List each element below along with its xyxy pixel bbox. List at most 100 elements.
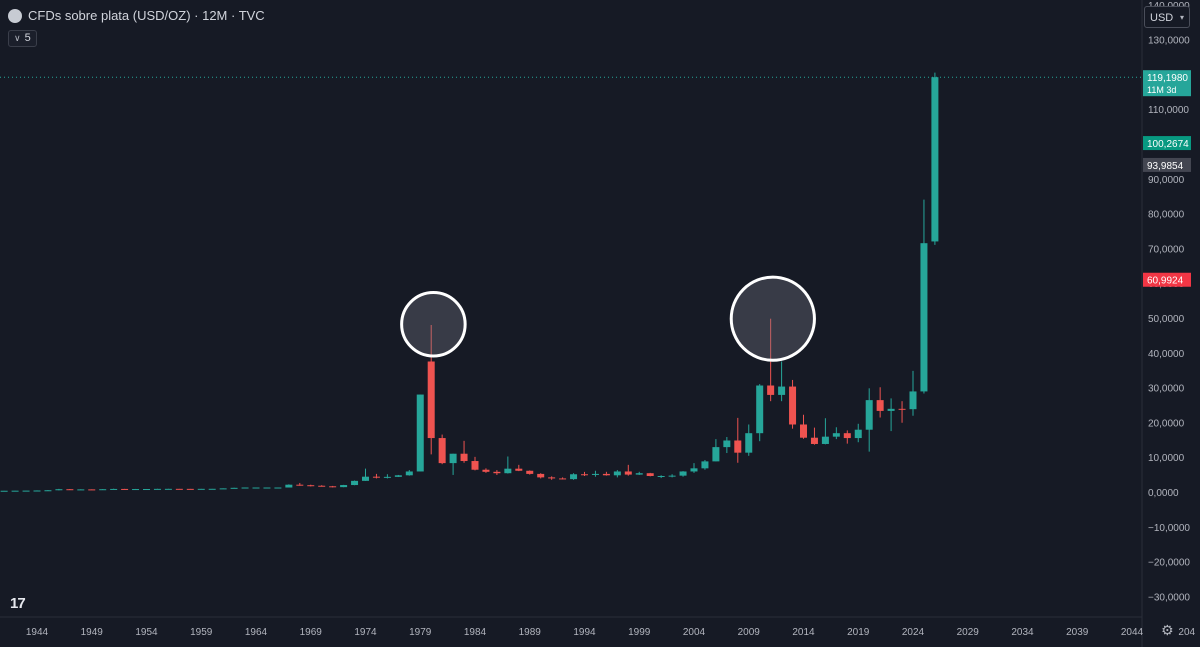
candle-body	[559, 478, 567, 480]
candle	[153, 488, 161, 490]
candle-body	[274, 487, 282, 489]
candle-body	[679, 471, 687, 476]
candle-body	[340, 485, 348, 488]
candle	[581, 471, 588, 476]
candle	[570, 473, 578, 480]
candle	[712, 439, 720, 462]
candle	[679, 471, 687, 477]
candle-body	[362, 476, 369, 481]
y-tick-label: 130,0000	[1148, 36, 1190, 47]
price-label-value: 93,9854	[1147, 161, 1184, 172]
candle-body	[427, 361, 435, 439]
candle-body	[143, 489, 150, 491]
candle	[66, 489, 74, 491]
candle	[33, 490, 41, 492]
price-label: 60,9924	[1143, 272, 1191, 287]
y-tick-label: −30,0000	[1148, 592, 1190, 603]
candle-body	[121, 488, 129, 490]
candle	[197, 488, 205, 490]
candle-body	[591, 473, 599, 475]
x-tick-label: 2044	[1121, 627, 1144, 638]
candle-body	[329, 486, 337, 488]
candle	[646, 472, 654, 477]
annotation-circle[interactable]	[729, 275, 816, 362]
indicator-count: 5	[24, 32, 31, 44]
candle	[405, 470, 413, 476]
candle	[307, 484, 315, 487]
indicators-toggle[interactable]: ∨ 5	[8, 30, 37, 47]
candle	[832, 427, 840, 440]
candle-body	[876, 400, 884, 411]
x-tick-label: 1994	[573, 627, 596, 638]
price-label-value: 100,2674	[1147, 139, 1189, 150]
x-tick-label: 2019	[847, 627, 870, 638]
candle-body	[285, 484, 293, 488]
candle-body	[756, 385, 764, 434]
candle	[515, 464, 523, 472]
gear-icon[interactable]: ⚙	[1161, 622, 1174, 638]
y-tick-label: 40,0000	[1148, 349, 1185, 360]
symbol-header[interactable]: CFDs sobre plata (USD/OZ) · 12M · TVC	[8, 8, 265, 23]
candle-body	[351, 480, 359, 486]
candle-body	[99, 489, 107, 491]
candle-body	[657, 475, 665, 477]
x-tick-label: 1969	[300, 627, 323, 638]
tradingview-logo-icon[interactable]: 17	[10, 595, 26, 612]
candle-body	[263, 487, 271, 489]
candle-body	[219, 488, 227, 490]
candle	[77, 489, 85, 491]
candle	[438, 434, 446, 465]
candle-body	[132, 489, 140, 491]
x-tick-label: 2014	[792, 627, 815, 638]
candle	[635, 471, 643, 475]
candle	[175, 488, 183, 490]
candle	[383, 474, 391, 479]
x-tick-label: 1964	[245, 627, 268, 638]
candle	[920, 199, 928, 394]
candle	[778, 361, 786, 402]
candle-body	[44, 490, 52, 492]
candle	[821, 418, 829, 445]
annotation-circle[interactable]	[400, 291, 467, 358]
candles	[0, 72, 939, 492]
x-tick-label: 204	[1178, 627, 1195, 638]
candle	[865, 388, 873, 452]
y-tick-label: 70,0000	[1148, 244, 1185, 255]
candle-body	[449, 453, 457, 464]
candle-body	[854, 429, 862, 439]
candle-body	[723, 440, 731, 448]
annotations	[400, 275, 816, 362]
candle-body	[767, 385, 775, 395]
candle	[876, 387, 884, 418]
candle	[526, 470, 534, 475]
chevron-down-icon: ∨	[14, 33, 21, 43]
candle-body	[77, 489, 85, 491]
price-label-bg	[1143, 272, 1191, 287]
price-label-bg	[1143, 70, 1191, 97]
price-label: 100,2674	[1143, 136, 1191, 151]
candle-body	[832, 433, 840, 437]
candle	[504, 456, 512, 474]
price-label-bg	[1143, 136, 1191, 151]
y-tick-label: 10,0000	[1148, 453, 1185, 464]
candle	[548, 476, 556, 480]
candle	[132, 488, 140, 491]
y-tick-label: 20,0000	[1148, 418, 1185, 429]
x-tick-label: 2034	[1011, 627, 1034, 638]
candle	[843, 430, 851, 444]
candle	[690, 463, 698, 473]
currency-value: USD	[1150, 12, 1174, 24]
candle-body	[482, 469, 490, 472]
x-tick-label: 1999	[628, 627, 651, 638]
candle-body	[405, 471, 413, 476]
x-axis-ticks[interactable]: 1944 1949 1954 1959 1964 1969 1974 1979 1984 1989…	[26, 627, 1196, 638]
currency-select[interactable]: USD ▾	[1144, 6, 1190, 28]
candle	[340, 484, 348, 488]
candle-body	[789, 386, 797, 425]
candle	[668, 474, 676, 478]
symbol-title[interactable]: CFDs sobre plata (USD/OZ) · 12M · TVC	[28, 8, 265, 23]
candle-body	[383, 476, 391, 478]
candle-body	[931, 77, 939, 242]
